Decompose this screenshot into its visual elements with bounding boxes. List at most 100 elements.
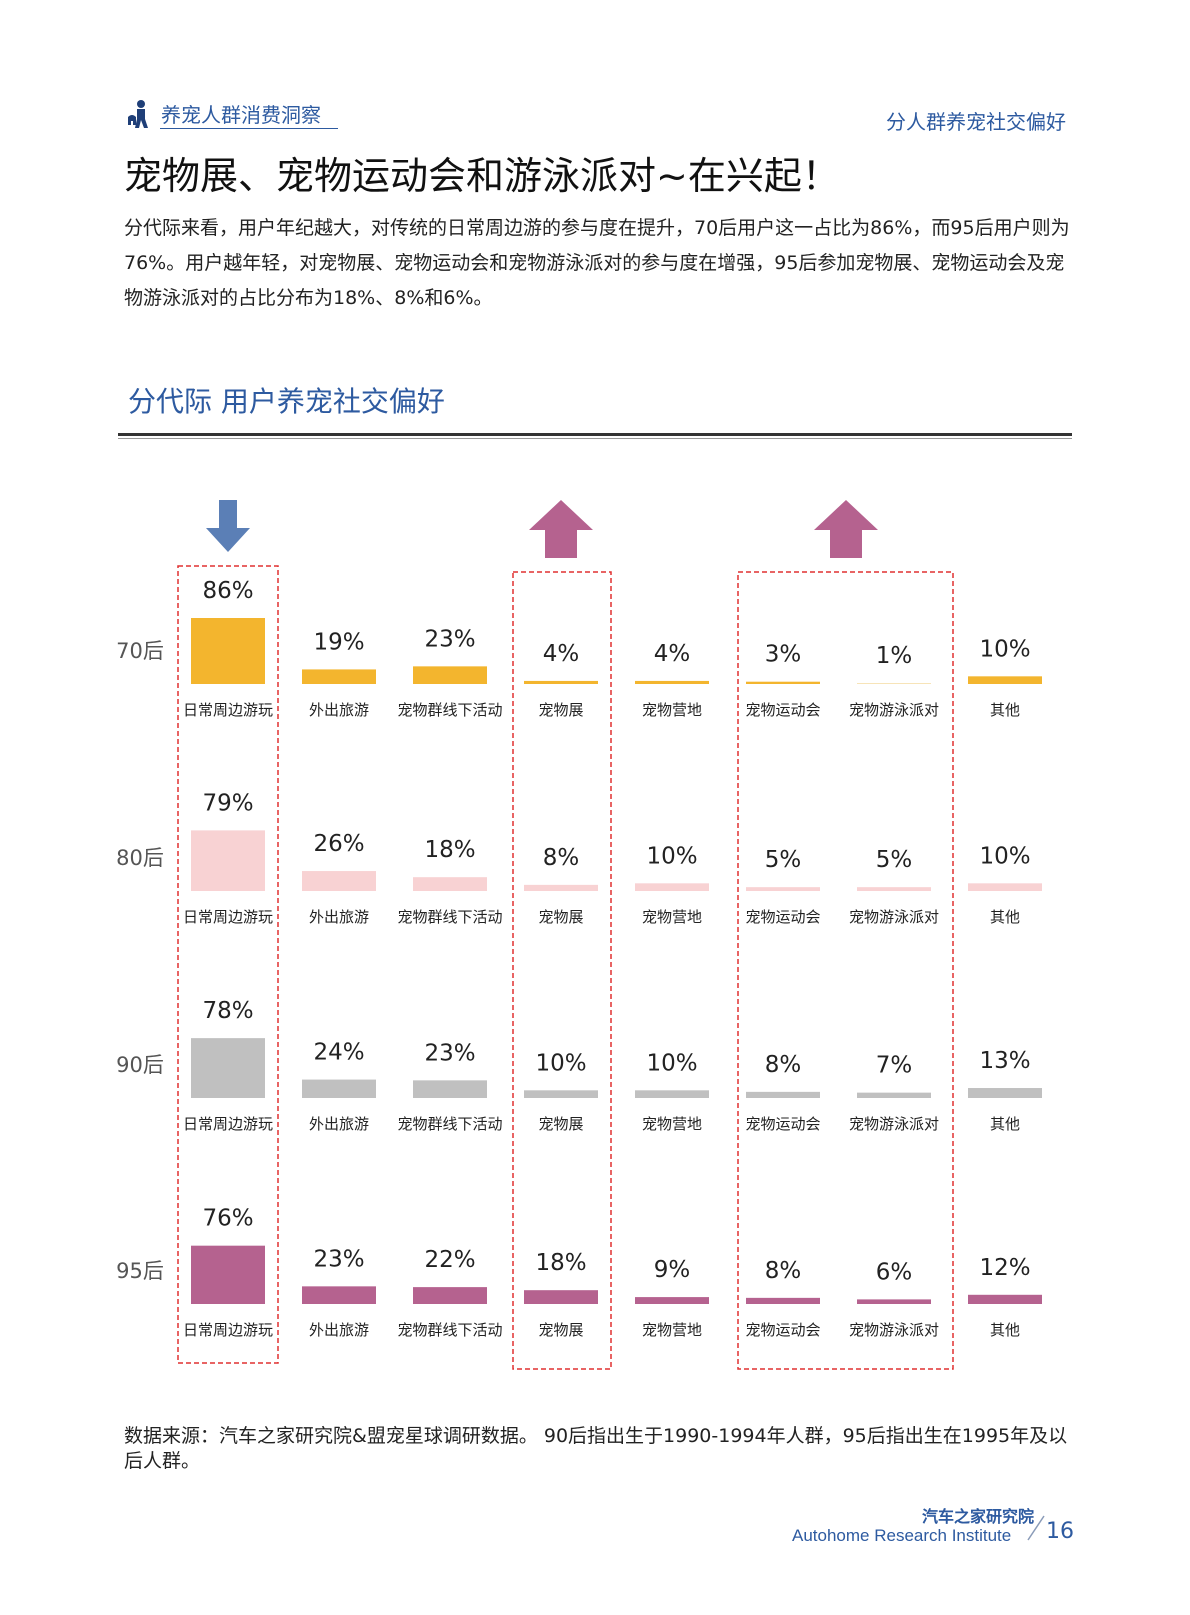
value-label: 24% — [313, 1040, 364, 1066]
value-label: 9% — [654, 1257, 691, 1283]
bar — [635, 883, 709, 891]
value-label: 5% — [765, 847, 802, 873]
value-label: 23% — [424, 626, 475, 652]
category-label: 宠物运动会 — [745, 701, 820, 719]
category-label: 宠物运动会 — [745, 1115, 820, 1133]
value-label: 19% — [313, 629, 364, 655]
value-label: 23% — [424, 1040, 475, 1066]
value-label: 12% — [979, 1255, 1030, 1281]
value-label: 7% — [876, 1053, 913, 1079]
section-underline — [160, 128, 338, 129]
category-label: 其他 — [990, 908, 1020, 926]
value-label: 4% — [654, 641, 691, 667]
bar — [635, 1297, 709, 1304]
category-label: 宠物游泳派对 — [849, 1115, 939, 1133]
bar — [302, 871, 376, 891]
bar — [968, 676, 1042, 684]
category-label: 外出旅游 — [309, 1321, 369, 1339]
up-arrow-icon — [814, 500, 878, 558]
category-label: 宠物游泳派对 — [849, 1321, 939, 1339]
value-label: 18% — [424, 837, 475, 863]
value-label: 1% — [876, 643, 913, 669]
bar — [968, 1294, 1042, 1304]
bar — [857, 1299, 931, 1304]
bar — [191, 618, 265, 684]
bar — [302, 1079, 376, 1098]
generation-bar-chart: 70后 86% 日常周边游玩 19% 外出旅游 23% 宠物群线下活动 4% 宠物展 4% 宠物营地… — [116, 500, 1042, 1370]
bar — [524, 884, 598, 891]
bar — [191, 1038, 265, 1098]
category-label: 其他 — [990, 1321, 1020, 1339]
bar — [635, 1090, 709, 1098]
bar — [857, 1092, 931, 1098]
value-label: 8% — [765, 1258, 802, 1284]
value-label: 10% — [979, 843, 1030, 869]
value-label: 22% — [424, 1247, 475, 1273]
category-label: 宠物展 — [538, 701, 583, 719]
value-label: 10% — [535, 1050, 586, 1076]
bar — [191, 830, 265, 891]
category-label: 宠物群线下活动 — [397, 1115, 502, 1133]
category-label: 宠物运动会 — [745, 908, 820, 926]
category-label: 宠物展 — [538, 1321, 583, 1339]
category-label: 日常周边游玩 — [183, 701, 273, 719]
source-note: 数据来源：汽车之家研究院&盟宠星球调研数据。 90后指出生于1990-1994年… — [124, 1425, 1068, 1472]
category-label: 宠物展 — [538, 1115, 583, 1133]
value-label: 26% — [313, 831, 364, 857]
value-label: 76% — [202, 1206, 253, 1232]
category-label: 宠物游泳派对 — [849, 701, 939, 719]
value-label: 10% — [646, 843, 697, 869]
footer-org-en: Autohome Research Institute — [792, 1526, 1012, 1545]
bar — [857, 887, 931, 891]
bar — [746, 887, 820, 891]
bar — [857, 683, 931, 684]
bar — [746, 681, 820, 684]
value-label: 10% — [979, 636, 1030, 662]
bar — [413, 1287, 487, 1304]
category-label: 宠物运动会 — [745, 1321, 820, 1339]
bar — [413, 666, 487, 684]
value-label: 78% — [202, 998, 253, 1024]
generation-label: 95后 — [116, 1259, 164, 1283]
value-label: 8% — [543, 845, 580, 871]
bar — [302, 669, 376, 684]
value-label: 8% — [765, 1052, 802, 1078]
footer-slash — [1027, 1515, 1045, 1541]
bar — [191, 1245, 265, 1304]
bar — [968, 1088, 1042, 1098]
bar — [524, 1090, 598, 1098]
category-label: 宠物群线下活动 — [397, 701, 502, 719]
value-label: 86% — [202, 578, 253, 604]
highlight-box — [737, 571, 954, 1370]
value-label: 23% — [313, 1246, 364, 1272]
intro-paragraph: 分代际来看，用户年纪越大，对传统的日常周边游的参与度在提升，70后用户这一占比为… — [124, 217, 1070, 309]
category-label: 宠物群线下活动 — [397, 1321, 502, 1339]
page-topic: 分人群养宠社交偏好 — [886, 110, 1066, 134]
generation-label: 80后 — [116, 846, 164, 870]
category-label: 日常周边游玩 — [183, 1321, 273, 1339]
title-rule-thin — [118, 438, 1072, 439]
bar — [968, 883, 1042, 891]
value-label: 4% — [543, 641, 580, 667]
title-rule — [118, 433, 1072, 436]
category-label: 宠物群线下活动 — [397, 908, 502, 926]
value-label: 18% — [535, 1250, 586, 1276]
bar — [413, 877, 487, 891]
category-label: 宠物游泳派对 — [849, 908, 939, 926]
bar — [746, 1297, 820, 1304]
category-label: 外出旅游 — [309, 908, 369, 926]
value-label: 3% — [765, 642, 802, 668]
highlight-box — [512, 571, 612, 1370]
category-label: 宠物营地 — [642, 1115, 702, 1133]
generation-label: 90后 — [116, 1053, 164, 1077]
category-label: 外出旅游 — [309, 701, 369, 719]
value-label: 10% — [646, 1050, 697, 1076]
chart-title: 分代际 用户养宠社交偏好 — [128, 385, 445, 418]
value-label: 79% — [202, 790, 253, 816]
category-label: 其他 — [990, 1115, 1020, 1133]
value-label: 5% — [876, 847, 913, 873]
up-arrow-icon — [529, 500, 593, 558]
highlight-box — [177, 565, 279, 1364]
bar — [302, 1286, 376, 1304]
category-label: 日常周边游玩 — [183, 1115, 273, 1133]
